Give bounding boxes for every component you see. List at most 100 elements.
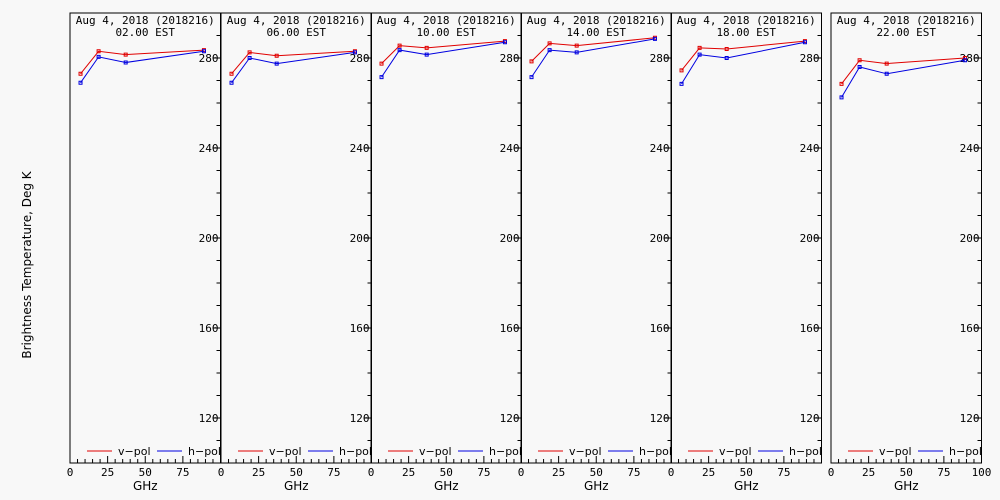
data-point-h_pol bbox=[229, 80, 234, 85]
data-point-v_pol bbox=[547, 41, 552, 46]
data-point-v_pol bbox=[857, 58, 862, 63]
data-point-h_pol bbox=[652, 36, 657, 41]
panel-title-date: Aug 4, 2018 (2018216) bbox=[527, 14, 666, 27]
data-point-v_pol bbox=[274, 53, 279, 58]
data-point-v_pol bbox=[884, 61, 889, 66]
y-tick-label: 200 bbox=[350, 232, 370, 245]
panel-5: Aug 4, 2018 (2018216)18.00 EST 120 160 200 2… bbox=[668, 12, 822, 493]
x-tick-label: 25 bbox=[862, 466, 875, 479]
series-line-h_pol bbox=[681, 41, 805, 85]
data-point-v_pol bbox=[962, 56, 967, 60]
data-point-h_pol bbox=[123, 60, 128, 65]
y-tick-label: 200 bbox=[650, 232, 670, 245]
x-tick-label: 75 bbox=[627, 466, 640, 479]
data-point-v_pol bbox=[123, 52, 128, 57]
y-tick-label: 280 bbox=[650, 52, 670, 65]
x-tick-label: 0 bbox=[518, 466, 525, 479]
y-tick-label: 200 bbox=[199, 232, 219, 245]
y-tick-label: 280 bbox=[800, 52, 820, 65]
legend-label-v_pol: v−pol bbox=[719, 445, 752, 458]
panel-title-time: 10.00 EST bbox=[416, 26, 476, 39]
x-tick-label: 50 bbox=[139, 466, 152, 479]
panel-title-date: Aug 4, 2018 (2018216) bbox=[677, 14, 816, 27]
panel-title-time: 02.00 EST bbox=[115, 26, 175, 39]
y-tick-label: 120 bbox=[350, 412, 370, 425]
x-axis-label: GHz bbox=[133, 479, 158, 493]
panel-title-date: Aug 4, 2018 (2018216) bbox=[377, 14, 516, 27]
series-line-v_pol bbox=[231, 50, 355, 75]
x-tick-label: 0 bbox=[67, 466, 74, 479]
x-axis-label: GHz bbox=[284, 479, 309, 493]
panel-title-time: 18.00 EST bbox=[716, 26, 776, 39]
legend-label-v_pol: v−pol bbox=[269, 445, 302, 458]
panel-title-date: Aug 4, 2018 (2018216) bbox=[227, 14, 366, 27]
y-tick-label: 200 bbox=[800, 232, 820, 245]
data-point-h_pol bbox=[697, 52, 702, 57]
legend-label-h_pol: h−pol bbox=[339, 445, 372, 458]
y-tick-label: 240 bbox=[800, 142, 820, 155]
data-point-h_pol bbox=[96, 54, 101, 59]
y-tick-label: 200 bbox=[960, 232, 980, 245]
series-line-v_pol bbox=[80, 49, 204, 75]
data-point-h_pol bbox=[884, 71, 889, 76]
x-axis-label: GHz bbox=[734, 479, 759, 493]
y-tick-label: 240 bbox=[350, 142, 370, 155]
x-axis-label: GHz bbox=[434, 479, 459, 493]
y-tick-label: 280 bbox=[500, 52, 520, 65]
y-tick-label: 160 bbox=[650, 322, 670, 335]
y-axis-label: Brightness Temperature, Deg K bbox=[20, 170, 34, 358]
y-tick-label: 160 bbox=[199, 322, 219, 335]
x-tick-label: 75 bbox=[176, 466, 189, 479]
panel-2: Aug 4, 2018 (2018216)06.00 EST 120 160 200 2… bbox=[218, 12, 372, 493]
data-point-h_pol bbox=[424, 52, 429, 57]
data-point-h_pol bbox=[352, 50, 357, 55]
data-point-v_pol bbox=[529, 59, 534, 64]
y-tick-label: 160 bbox=[350, 322, 370, 335]
data-point-v_pol bbox=[78, 71, 83, 76]
x-tick-label: 50 bbox=[740, 466, 753, 479]
y-tick-label: 280 bbox=[199, 52, 219, 65]
data-point-h_pol bbox=[679, 81, 684, 86]
x-tick-label: 25 bbox=[702, 466, 715, 479]
x-tick-label: 0 bbox=[368, 466, 375, 479]
series-line-h_pol bbox=[231, 51, 355, 84]
data-point-v_pol bbox=[574, 43, 579, 48]
y-tick-label: 280 bbox=[350, 52, 370, 65]
x-axis-label: GHz bbox=[894, 479, 919, 493]
y-tick-label: 120 bbox=[650, 412, 670, 425]
y-tick-label: 240 bbox=[650, 142, 670, 155]
legend-label-h_pol: h−pol bbox=[188, 445, 221, 458]
data-point-h_pol bbox=[78, 80, 83, 85]
panel-4: Aug 4, 2018 (2018216)14.00 EST 120 160 200 2… bbox=[518, 12, 672, 493]
data-point-h_pol bbox=[529, 75, 534, 80]
data-point-v_pol bbox=[724, 47, 729, 51]
data-point-h_pol bbox=[201, 49, 206, 54]
data-point-v_pol bbox=[96, 49, 101, 54]
series-line-h_pol bbox=[841, 59, 965, 98]
x-tick-label: 50 bbox=[440, 466, 453, 479]
series-line-v_pol bbox=[381, 40, 505, 64]
data-point-h_pol bbox=[802, 40, 807, 45]
x-tick-label: 50 bbox=[290, 466, 303, 479]
data-point-h_pol bbox=[274, 61, 279, 66]
x-tick-label: 75 bbox=[937, 466, 950, 479]
y-tick-label: 120 bbox=[500, 412, 520, 425]
data-point-v_pol bbox=[697, 45, 702, 50]
data-point-h_pol bbox=[962, 58, 967, 63]
y-tick-label: 120 bbox=[199, 412, 219, 425]
x-tick-label: 75 bbox=[777, 466, 790, 479]
x-tick-label: 100 bbox=[972, 466, 992, 479]
x-tick-label: 25 bbox=[252, 466, 265, 479]
legend-label-v_pol: v−pol bbox=[419, 445, 452, 458]
x-tick-label: 50 bbox=[590, 466, 603, 479]
y-tick-label: 160 bbox=[800, 322, 820, 335]
series-line-h_pol bbox=[381, 41, 505, 78]
x-tick-label: 50 bbox=[900, 466, 913, 479]
data-point-v_pol bbox=[229, 71, 234, 76]
panel-title-time: 22.00 EST bbox=[876, 26, 936, 39]
y-tick-label: 160 bbox=[960, 322, 980, 335]
data-point-h_pol bbox=[857, 65, 862, 69]
panel-3: Aug 4, 2018 (2018216)10.00 EST 120 160 200 2… bbox=[368, 12, 522, 493]
data-point-h_pol bbox=[839, 95, 844, 100]
series-line-v_pol bbox=[531, 37, 655, 62]
